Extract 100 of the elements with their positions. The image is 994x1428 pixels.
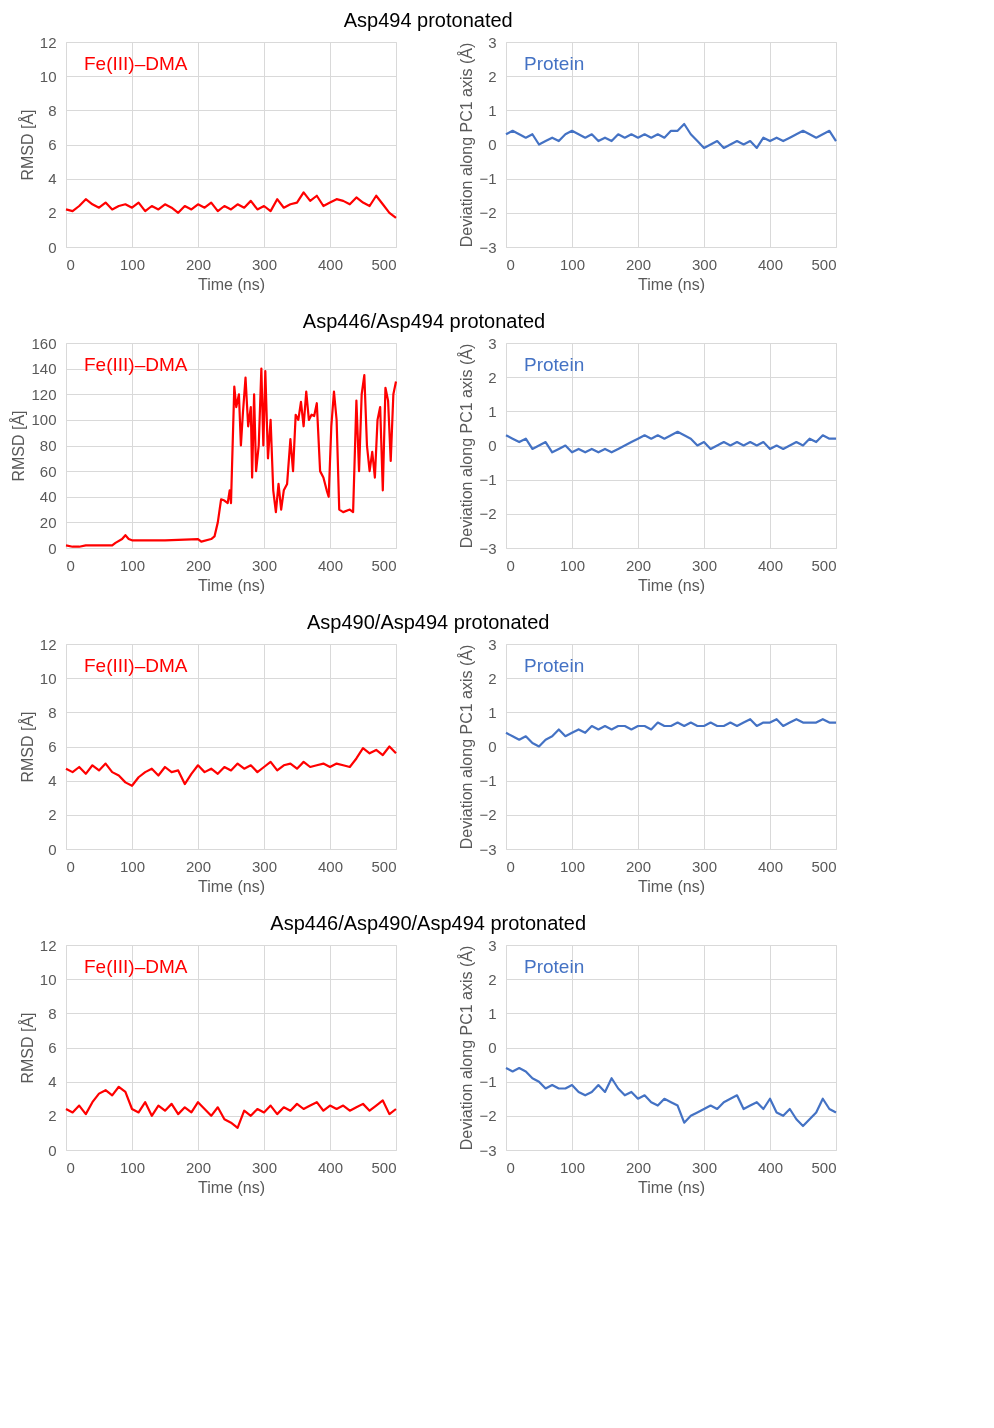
y-tick-label: 8	[48, 703, 57, 721]
y-tick-label: 3	[488, 334, 497, 352]
line-series	[504, 718, 838, 748]
y-tick-label: −1	[479, 772, 497, 790]
x-tick-label: 300	[691, 1158, 718, 1176]
y-tick-label: 3	[488, 936, 497, 954]
y-tick-label: 2	[488, 970, 497, 988]
x-tick-label: 400	[317, 1158, 344, 1176]
y-tick-label: −2	[479, 1107, 497, 1125]
y-tick-label: 0	[48, 539, 57, 557]
text: Protein	[524, 354, 585, 375]
y-tick-label: 20	[39, 513, 57, 531]
x-tick-label: 100	[119, 556, 146, 574]
y-axis-title: RMSD [Å]	[9, 410, 28, 482]
text: Protein	[524, 655, 585, 676]
y-tick-label: −1	[479, 1073, 497, 1091]
x-tick-label: 400	[317, 857, 344, 875]
y-tick-label: 12	[39, 33, 57, 51]
text: Fe(III)–DMA	[84, 956, 188, 977]
chart-title: Asp446/Asp490/Asp494 protonated	[270, 911, 587, 934]
x-tick-label: 400	[317, 556, 344, 574]
y-tick-label: 10	[39, 970, 57, 988]
x-tick-label: 200	[625, 1158, 652, 1176]
x-tick-label: 200	[185, 255, 212, 273]
x-axis-title: Time (ns)	[198, 576, 265, 594]
x-tick-label: 400	[757, 857, 784, 875]
y-tick-label: 10	[39, 669, 57, 687]
x-tick-label: 0	[66, 556, 75, 574]
y-axis-title: Deviation along PC1 axis (Å)	[457, 945, 476, 1151]
y-tick-label: 2	[488, 368, 497, 386]
y-tick-label: −3	[479, 1141, 497, 1159]
x-tick-label: 0	[506, 1158, 515, 1176]
y-tick-label: 0	[488, 1039, 497, 1056]
y-tick-label: 1	[488, 703, 497, 721]
y-tick-label: 80	[39, 437, 57, 454]
y-tick-label: 12	[39, 936, 57, 954]
text: Fe(III)–DMA	[84, 655, 188, 676]
y-axis-title: RMSD [Å]	[17, 109, 36, 181]
x-tick-label: 100	[559, 556, 586, 574]
x-tick-label: 100	[559, 255, 586, 273]
y-tick-label: 0	[48, 238, 57, 256]
x-axis-title: Time (ns)	[638, 877, 705, 895]
y-tick-label: −3	[479, 840, 497, 858]
y-tick-label: 4	[48, 1073, 57, 1091]
x-axis-title: Time (ns)	[198, 877, 265, 895]
y-tick-label: 60	[39, 462, 57, 480]
x-tick-label: 500	[811, 556, 837, 574]
y-tick-label: 6	[48, 136, 57, 153]
x-tick-label: 400	[757, 255, 784, 273]
x-tick-label: 200	[625, 556, 652, 574]
x-tick-label: 200	[625, 857, 652, 875]
x-tick-label: 0	[66, 857, 75, 875]
x-tick-label: 100	[559, 1158, 586, 1176]
y-tick-label: −2	[479, 806, 497, 824]
text: Fe(III)–DMA	[84, 354, 188, 375]
y-tick-label: 2	[488, 669, 497, 687]
chart-title: Asp494 protonated	[343, 8, 513, 31]
x-axis-title: Time (ns)	[638, 1178, 705, 1196]
x-tick-label: 500	[371, 857, 397, 875]
x-tick-label: 500	[371, 556, 397, 574]
x-tick-label: 200	[185, 556, 212, 574]
y-tick-label: −1	[479, 170, 497, 188]
y-tick-label: −2	[479, 505, 497, 523]
y-tick-label: 0	[488, 136, 497, 153]
y-tick-label: 4	[48, 170, 57, 188]
x-tick-label: 300	[251, 255, 278, 273]
x-tick-label: 100	[119, 255, 146, 273]
y-axis-title: Deviation along PC1 axis (Å)	[457, 42, 476, 248]
y-tick-label: 140	[31, 360, 57, 378]
x-tick-label: 0	[506, 255, 515, 273]
x-tick-label: 0	[66, 255, 75, 273]
y-tick-label: 6	[48, 1039, 57, 1056]
x-tick-label: 300	[691, 556, 718, 574]
x-axis-title: Time (ns)	[638, 275, 705, 293]
y-tick-label: 2	[48, 1107, 57, 1125]
x-tick-label: 0	[506, 556, 515, 574]
y-tick-label: 2	[48, 204, 57, 222]
line-series	[504, 122, 838, 150]
x-tick-label: 100	[119, 1158, 146, 1176]
y-axis-title: RMSD [Å]	[17, 1012, 36, 1084]
y-tick-label: 160	[31, 334, 57, 352]
x-tick-label: 400	[757, 1158, 784, 1176]
x-tick-label: 500	[811, 255, 837, 273]
y-axis-title: Deviation along PC1 axis (Å)	[457, 343, 476, 549]
x-tick-label: 300	[691, 857, 718, 875]
y-tick-label: 40	[39, 488, 57, 506]
line-series	[64, 745, 398, 787]
x-tick-label: 500	[371, 255, 397, 273]
chart-title: Asp490/Asp494 protonated	[307, 610, 550, 633]
y-tick-label: 100	[31, 411, 57, 429]
y-tick-label: 3	[488, 635, 497, 653]
text: Protein	[524, 53, 585, 74]
x-tick-label: 200	[185, 857, 212, 875]
y-tick-label: 6	[48, 738, 57, 755]
y-tick-label: 120	[31, 385, 57, 403]
y-tick-label: 1	[488, 402, 497, 420]
text: Fe(III)–DMA	[84, 53, 188, 74]
x-tick-label: 0	[66, 1158, 75, 1176]
y-tick-label: 0	[48, 1141, 57, 1159]
y-tick-label: −2	[479, 204, 497, 222]
